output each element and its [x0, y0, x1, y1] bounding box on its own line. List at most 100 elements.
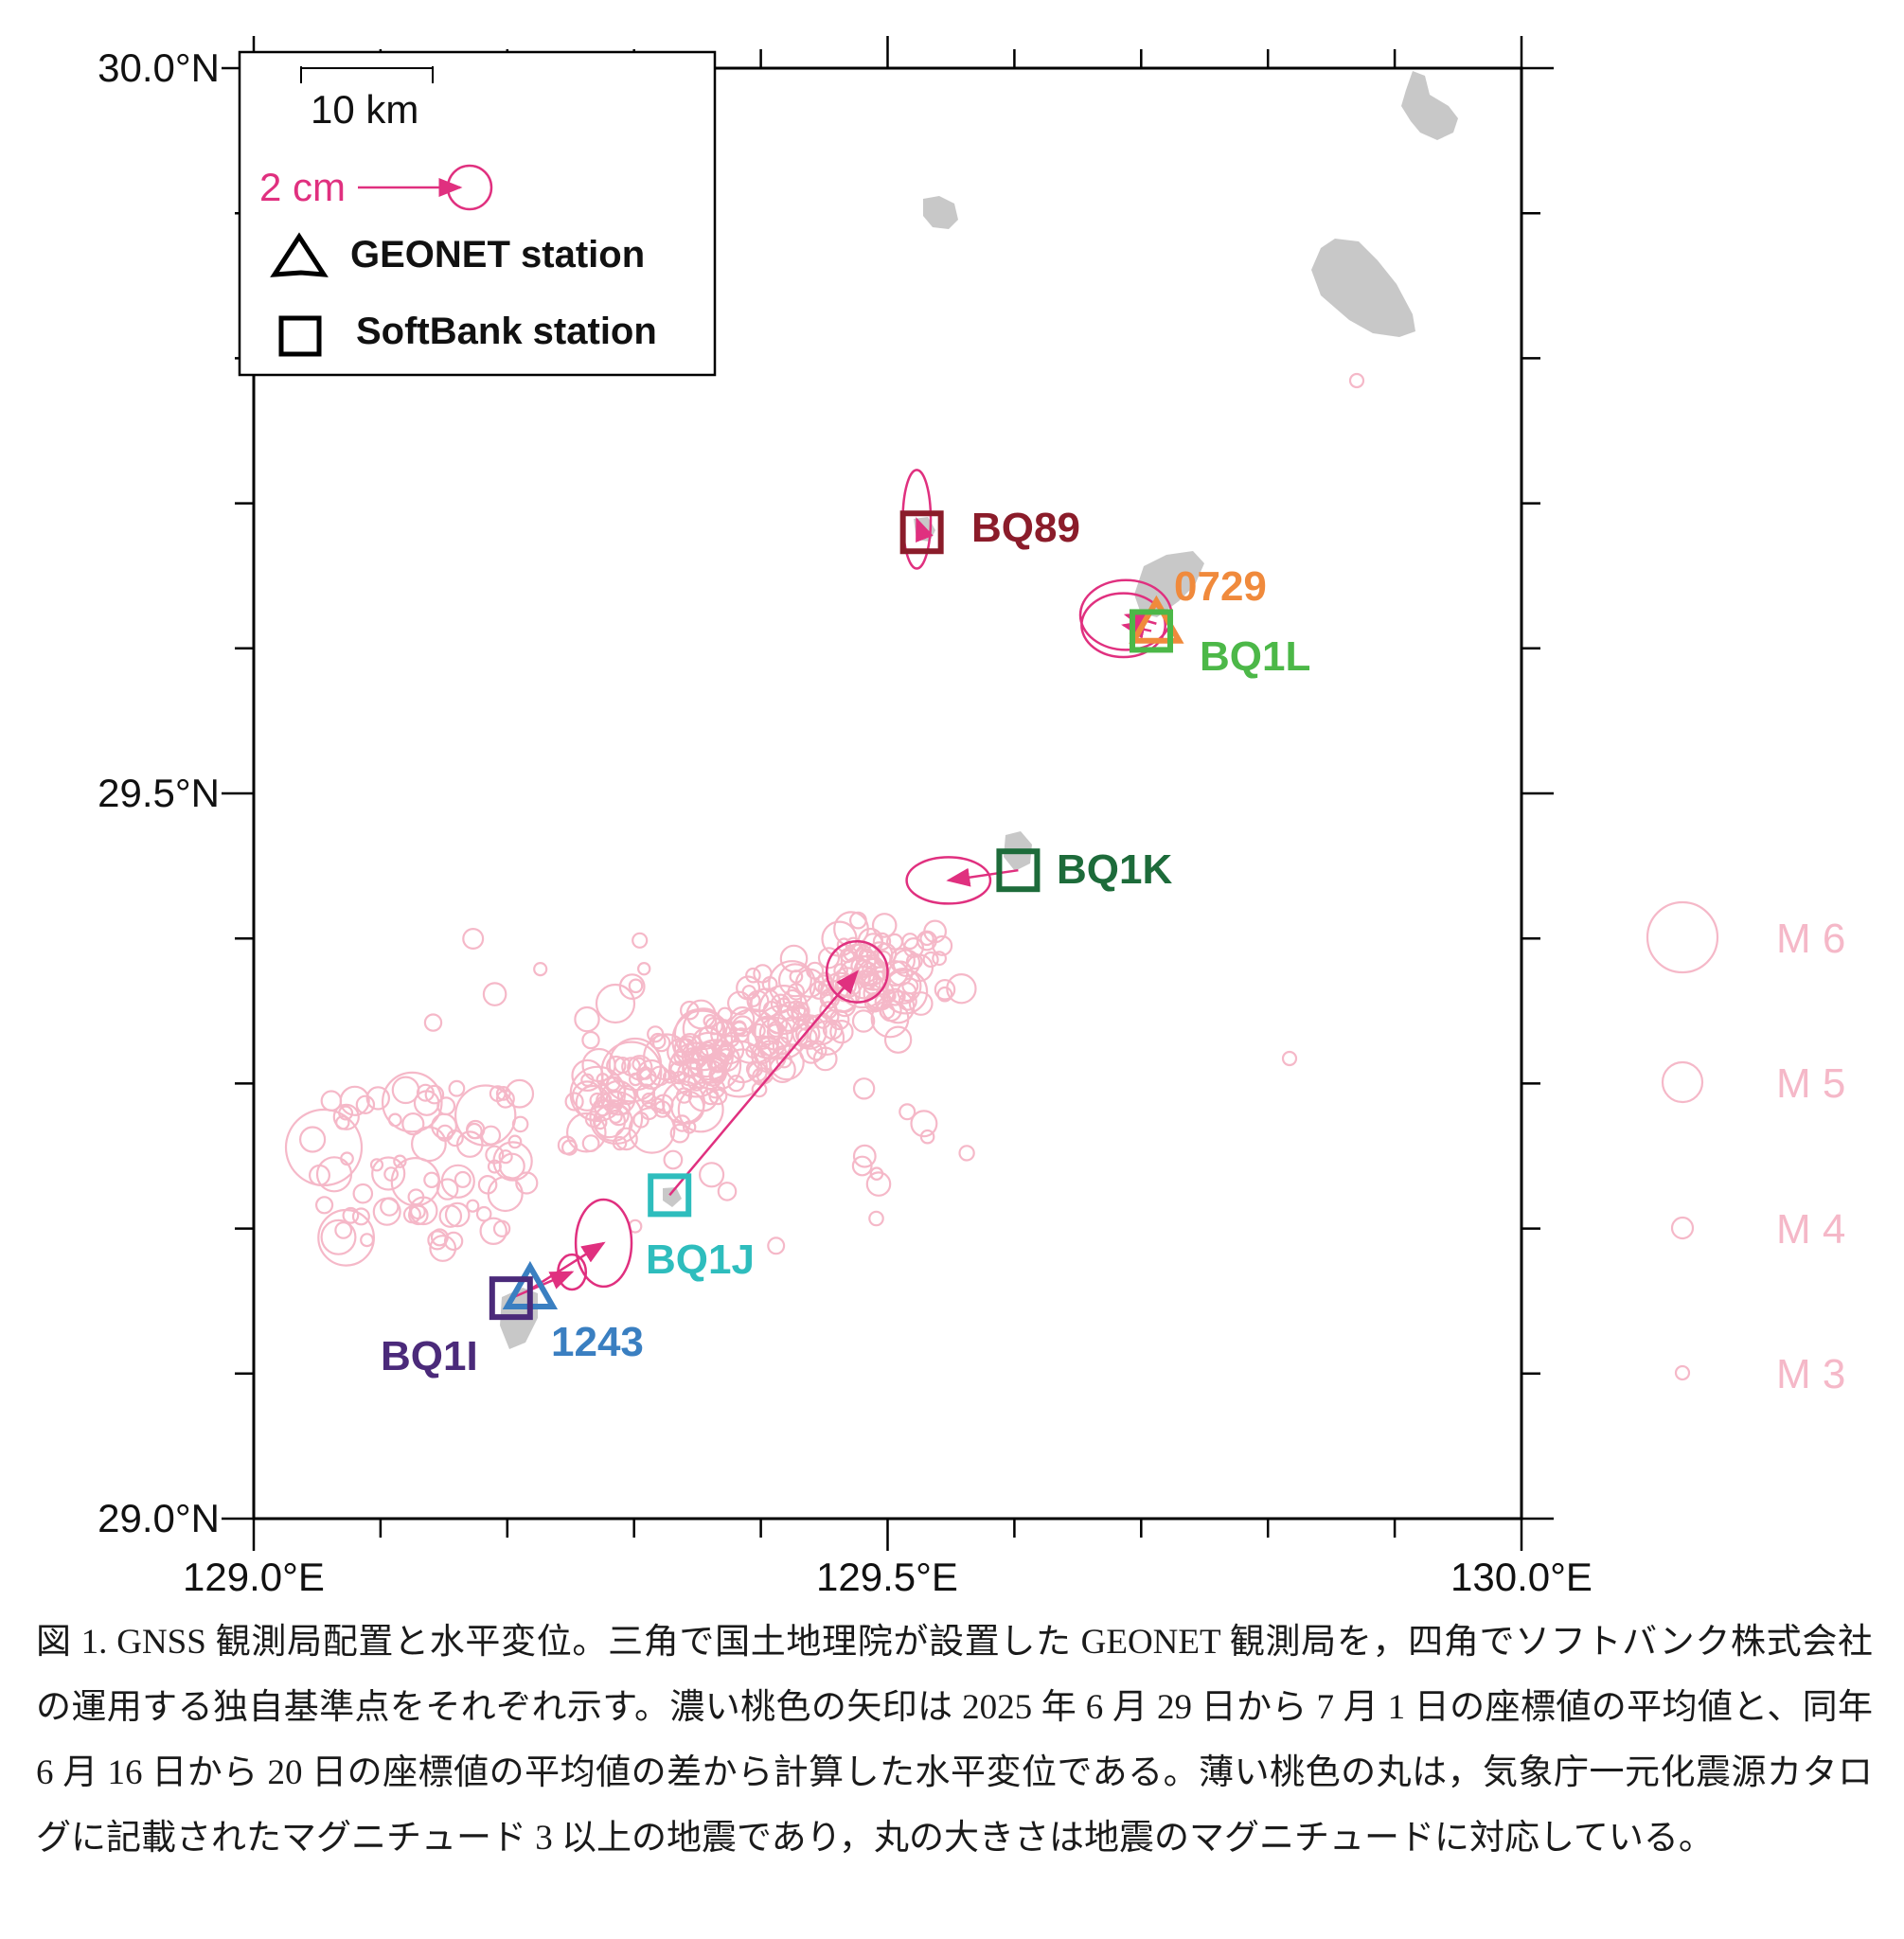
earthquake-circle [381, 1071, 443, 1133]
label-bq1i: BQ1I [381, 1333, 478, 1379]
softbank-station-bq1l [1130, 609, 1174, 653]
earthquake-circle [637, 962, 651, 976]
mag-circle-m5 [1661, 1060, 1704, 1104]
earthquake-circle [595, 983, 636, 1024]
earthquake-circle [355, 1094, 376, 1115]
earthquake-circle [882, 969, 929, 1015]
island-large-east [1311, 239, 1415, 337]
earthquake-circle [638, 1066, 653, 1080]
earthquake-circle [775, 1052, 792, 1069]
earthquake-circle [1281, 1050, 1298, 1067]
earthquake-circle [393, 1154, 407, 1168]
earthquake-circle [777, 963, 812, 998]
earthquake-circle [429, 1235, 457, 1262]
earthquake-circle [466, 1199, 480, 1213]
earthquake-circle [454, 1170, 472, 1188]
earthquake-circle [825, 1009, 840, 1024]
earthquake-circle [946, 972, 977, 1005]
earthquake-circle [695, 1043, 715, 1063]
island-bq1j [663, 1187, 682, 1207]
earthquake-circle [498, 1149, 513, 1165]
scale-bar [300, 66, 434, 83]
displacement-arrow-bq1j [668, 970, 859, 1197]
earthquake-circle [922, 951, 939, 969]
earthquake-circle [813, 974, 834, 995]
earthquake-circle [616, 1084, 638, 1106]
earthquake-circle [852, 1077, 876, 1100]
earthquake-circle [365, 1086, 390, 1111]
earthquake-circle [936, 986, 953, 1003]
earthquake-circle [919, 931, 934, 947]
label-bq1k: BQ1K [1057, 846, 1172, 893]
earthquake-circle [299, 1126, 327, 1153]
earthquake-circle [581, 1030, 600, 1050]
earthquake-circle [492, 1219, 511, 1238]
earthquake-circle [574, 1005, 600, 1033]
earthquake-circle [787, 983, 806, 1001]
earthquake-circle [767, 1013, 788, 1035]
earthquake-circle [427, 1230, 448, 1251]
earthquake-circle [511, 1115, 529, 1133]
earthquake-circle [817, 971, 833, 987]
earthquake-circle [663, 1149, 684, 1170]
earthquake-circle [581, 1134, 600, 1152]
earthquake-circle [871, 913, 898, 938]
earthquake-circle [723, 1031, 740, 1048]
earthquake-circle [905, 952, 923, 970]
earthquake-circle [733, 1027, 750, 1043]
earthquake-circle [639, 1101, 659, 1121]
earthquake-circle [753, 964, 773, 984]
earthquake-circle [809, 1020, 845, 1057]
stations [489, 510, 1184, 1321]
earthquake-circle [443, 1231, 464, 1252]
earthquake-circle [817, 947, 841, 970]
earthquake-circle [320, 1219, 357, 1255]
earthquake-circle [391, 1076, 420, 1105]
earthquake-circle [320, 1090, 343, 1112]
earthquake-circle [885, 987, 904, 1006]
earthquake-circle [448, 1079, 466, 1097]
earthquake-circle [769, 1056, 796, 1083]
earthquake-circle [746, 992, 761, 1007]
earthquake-circle [621, 1057, 641, 1076]
label-bq1l: BQ1L [1200, 633, 1310, 680]
y-tick-29-5: 29.5°N [98, 771, 220, 815]
earthquake-circle [889, 947, 916, 974]
earthquake-circle [606, 1099, 622, 1114]
label-bq89: BQ89 [971, 505, 1080, 551]
earthquake-circle [799, 1040, 824, 1064]
earthquake-circle [791, 1006, 810, 1026]
earthquake-circle [424, 1084, 445, 1105]
earthquake-circle [369, 1158, 384, 1172]
earthquake-circle [332, 1103, 360, 1130]
earthquake-circle [423, 1171, 440, 1189]
mag-circle-m4 [1670, 1216, 1695, 1240]
earthquake-circle [489, 1085, 507, 1102]
error-ellipse-bq1l [1080, 592, 1166, 659]
earthquake-circle [677, 1086, 724, 1133]
earthquake-circle [898, 991, 917, 1011]
earthquake-circle [446, 1129, 464, 1147]
earthquake-circle [676, 1060, 703, 1087]
earthquake-circle [702, 1087, 720, 1106]
softbank-label: SoftBank station [356, 311, 657, 352]
earthquake-circle [673, 1038, 695, 1058]
earthquake-circle [495, 1085, 511, 1101]
mag-label-m4: M 4 [1776, 1206, 1845, 1253]
earthquake-circle [958, 1145, 975, 1162]
earthquake-circle [487, 1176, 524, 1213]
earthquake-circle [828, 1009, 850, 1031]
softbank-station-bq1k [996, 848, 1041, 893]
earthquake-circle [883, 1025, 913, 1054]
error-ellipse-bq1j [825, 940, 889, 1004]
earthquake-circle [564, 1092, 584, 1112]
earthquake-circle [342, 1206, 360, 1224]
earthquake-circle [899, 1103, 916, 1121]
earthquake-circle [679, 1000, 700, 1021]
earthquake-circle [462, 927, 485, 950]
island-small-north [923, 196, 958, 229]
earthquake-circle [671, 1009, 734, 1072]
displacement-arrow-bq1l [1121, 620, 1152, 639]
earthquake-circle [789, 970, 804, 984]
earthquake-circle [475, 1205, 492, 1222]
